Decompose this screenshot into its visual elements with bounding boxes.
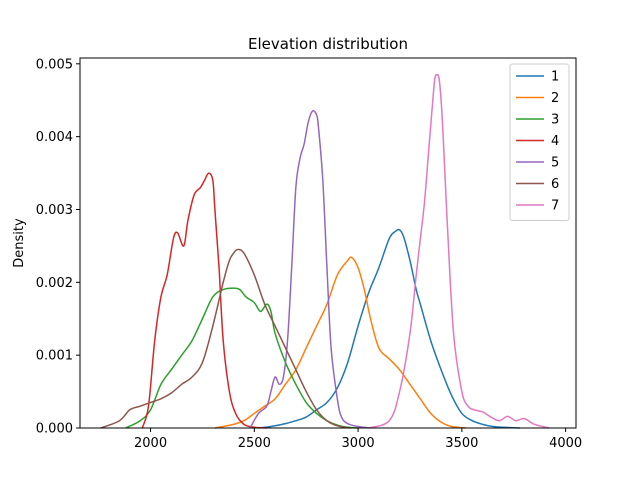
- legend-label-6: 6: [551, 177, 559, 192]
- legend: 1 2 3 4 5 6 7: [509, 63, 570, 221]
- y-tick-label: 0.002: [36, 276, 73, 291]
- series-line-1: [258, 228, 521, 429]
- series-line-3: [125, 287, 359, 429]
- series-line-4: [141, 172, 267, 429]
- y-tick-label: 0.003: [36, 203, 73, 218]
- y-tick-label: 0.005: [36, 57, 73, 72]
- series-line-2: [214, 256, 467, 429]
- series-layer: [100, 73, 550, 429]
- legend-label-1: 1: [551, 70, 559, 85]
- legend-label-7: 7: [551, 199, 559, 214]
- y-axis-label: Density: [12, 218, 27, 268]
- legend-label-3: 3: [551, 113, 559, 128]
- series-line-6: [100, 248, 350, 429]
- plot-frame: [79, 57, 577, 429]
- series-line-5: [249, 110, 371, 429]
- legend-label-5: 5: [551, 156, 559, 171]
- x-tick-label: 3000: [342, 436, 375, 451]
- chart-title: Elevation distribution: [248, 35, 408, 53]
- y-tick-label: 0.004: [36, 130, 73, 145]
- y-tick-label: 0.000: [36, 422, 73, 437]
- x-tick-label: 4000: [549, 436, 582, 451]
- tick-layer: 2000 2500 3000 3500 4000 0.000 0.001 0.002 0.003…: [36, 57, 582, 451]
- legend-box: [509, 63, 570, 221]
- x-tick-label: 2000: [134, 436, 167, 451]
- x-tick-label: 3500: [445, 436, 478, 451]
- legend-label-2: 2: [551, 91, 559, 106]
- y-tick-label: 0.001: [36, 349, 73, 364]
- series-line-7: [368, 73, 550, 429]
- x-tick-label: 2500: [238, 436, 271, 451]
- legend-label-4: 4: [551, 134, 559, 149]
